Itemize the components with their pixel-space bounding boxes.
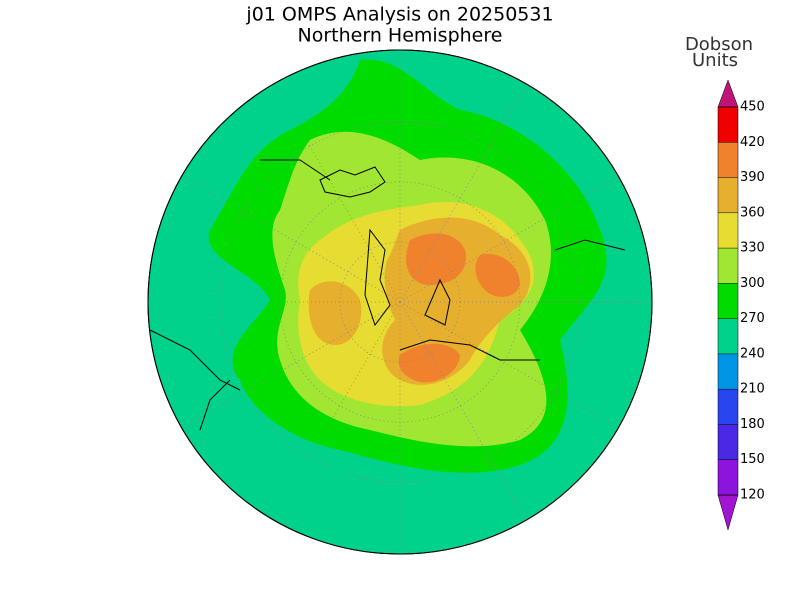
- colorbar-label: Units: [692, 50, 738, 71]
- contours: [148, 50, 652, 554]
- colorbar-band: [718, 353, 738, 390]
- colorbar-band: [718, 424, 738, 460]
- colorbar-band: [718, 318, 738, 354]
- colorbar-band: [718, 177, 738, 213]
- colorbar-tick-label: 390: [740, 170, 765, 185]
- ozone-contour: [398, 343, 460, 383]
- map: [147, 49, 653, 555]
- ozone-contour: [308, 281, 362, 345]
- parallel: [339, 241, 461, 363]
- colorbar-tick-label: 120: [740, 488, 765, 503]
- ozone-contour: [406, 233, 466, 285]
- colorbar-tick-label: 210: [740, 382, 765, 397]
- hemisphere-outline: [147, 49, 653, 555]
- colorbar-tick-label: 360: [740, 205, 765, 220]
- colorbar-tick-label: 450: [740, 100, 765, 115]
- colorbar-tick-label: 300: [740, 276, 765, 291]
- colorbar-band: [718, 107, 738, 143]
- colorbar-tick-label: 240: [740, 346, 765, 361]
- title: j01 OMPS Analysis on 20250531: [245, 4, 553, 26]
- colorbar-band: [718, 142, 738, 178]
- colorbar-label: Dobson: [685, 34, 753, 55]
- colorbar-tick-label: 420: [740, 135, 765, 150]
- colorbar-band: [718, 248, 738, 284]
- colorbar-tick-label: 150: [740, 452, 765, 467]
- parallel: [279, 181, 521, 423]
- coastline: [149, 159, 626, 431]
- colorbar-band: [718, 212, 738, 249]
- colorbar: 120 150 180 210 240 270 300 330 360 390 420 450: [717, 79, 765, 531]
- colorbar-tick-label: 270: [740, 311, 765, 326]
- colorbar-band: [718, 283, 738, 319]
- subtitle: Northern Hemisphere: [298, 25, 503, 47]
- ozone-contour: [475, 254, 520, 297]
- colorbar-tick-label: 180: [740, 417, 765, 432]
- colorbar-tick-label: 330: [740, 241, 765, 256]
- parallel: [219, 121, 581, 483]
- colorbar-band: [718, 459, 738, 495]
- colorbar-band: [718, 389, 738, 425]
- colorbar-frame: [717, 106, 739, 496]
